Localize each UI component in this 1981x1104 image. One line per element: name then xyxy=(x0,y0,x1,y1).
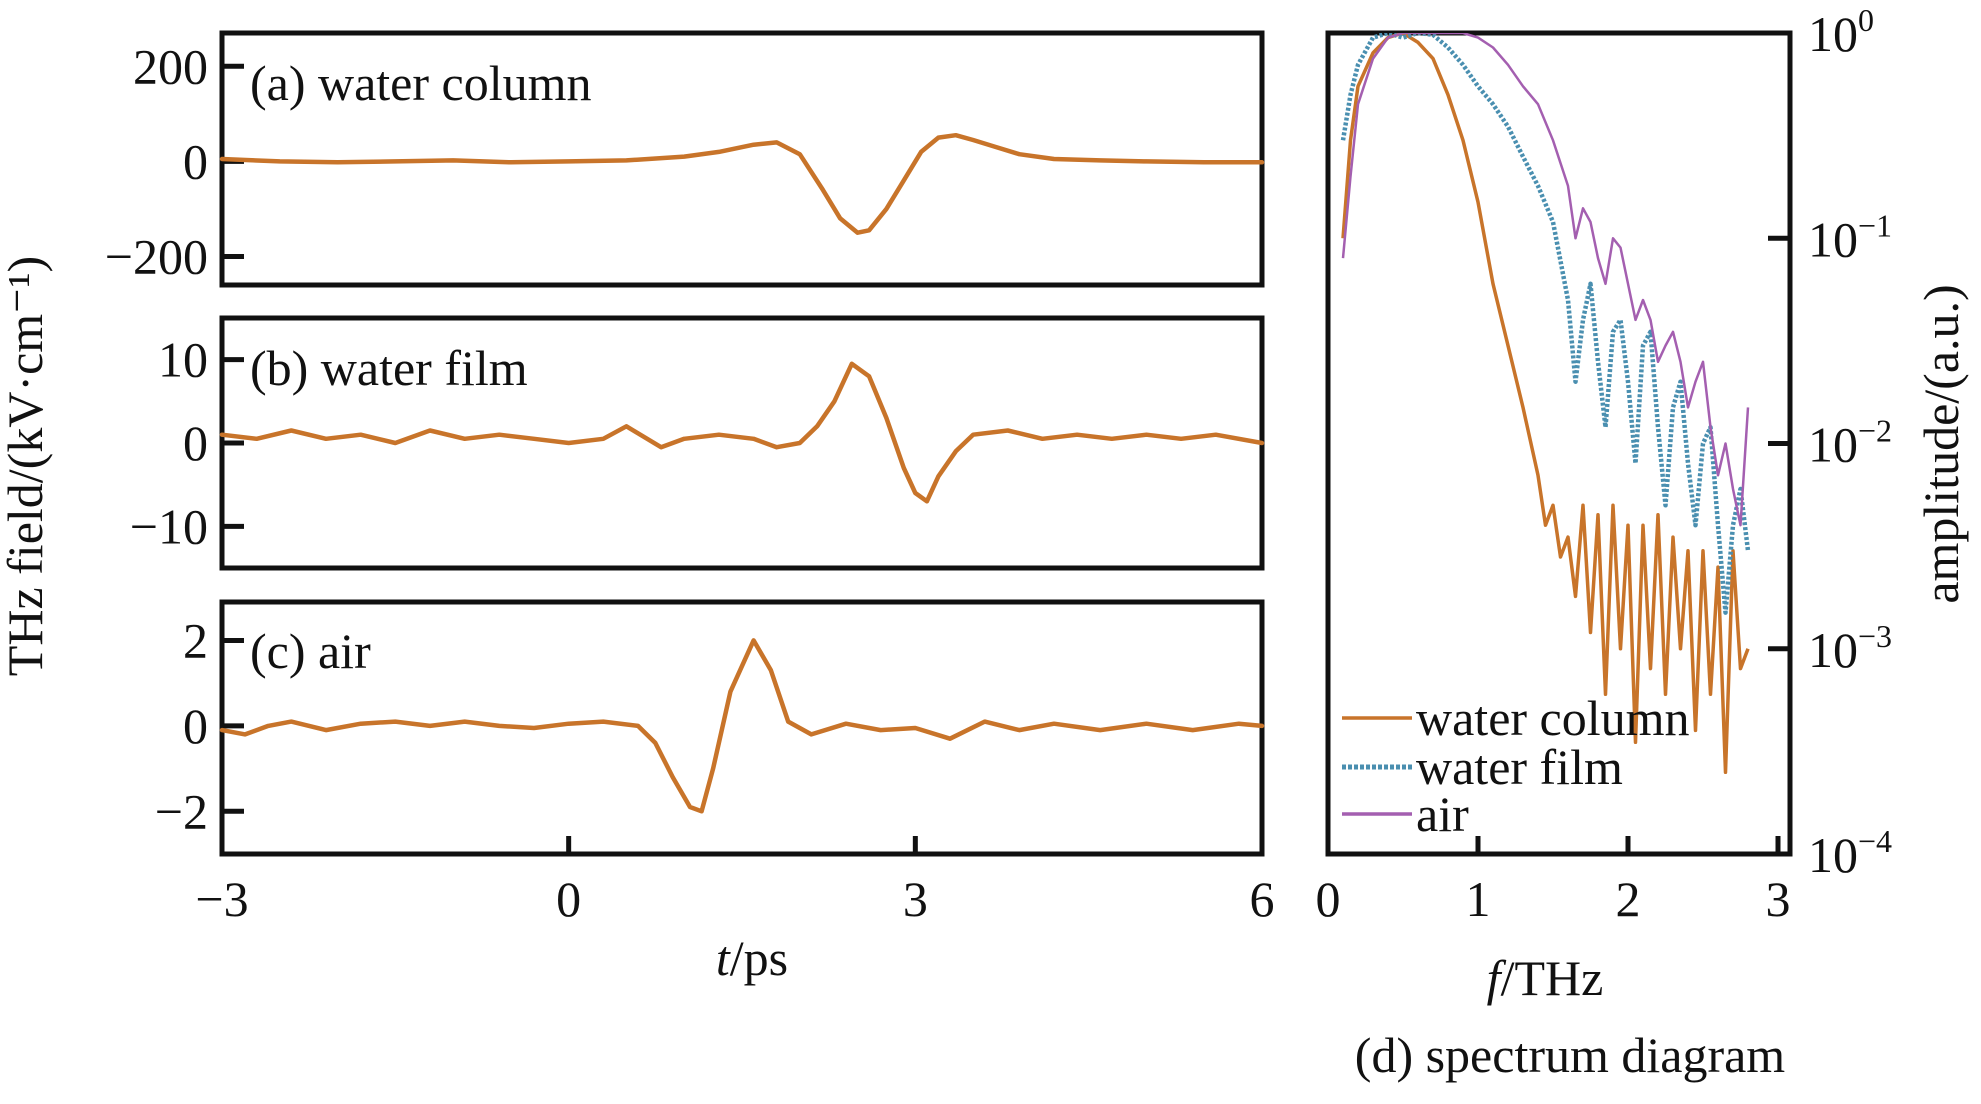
panel-water-column-ytick-label: 0 xyxy=(183,133,208,189)
panel-b-label: (b) water film xyxy=(250,340,528,396)
time-xtick-label: −3 xyxy=(195,871,248,927)
panel-water-film-ytick-label: 10 xyxy=(158,332,208,388)
panel-d-y-axis-title: amplitude/(a.u.) xyxy=(1913,284,1969,603)
time-axis-unit: /ps xyxy=(730,930,788,986)
panel-air-ytick-label: −2 xyxy=(155,783,208,839)
spectrum-series-air xyxy=(1341,33,1750,527)
panel-b-water-film: (b) water film xyxy=(219,315,1265,571)
panel-a-label: (a) water column xyxy=(250,55,592,111)
panel-water-film-ytick-label: −10 xyxy=(130,498,208,554)
spectrum-xtick-label: 3 xyxy=(1766,871,1791,927)
spectrum-ytick-label: 10−1 xyxy=(1808,207,1892,267)
panel-air-ytick-label: 2 xyxy=(183,612,208,668)
legend-label-water-column: water column xyxy=(1416,690,1690,746)
legend-label-air: air xyxy=(1416,786,1469,842)
panel-d-spectrum: amplitude/(a.u.) f/THz (d) spectrum diag… xyxy=(1325,30,1969,1083)
time-xtick-label: 6 xyxy=(1250,871,1275,927)
time-xtick-label: 0 xyxy=(556,871,581,927)
legend-label-water-film: water film xyxy=(1416,739,1623,795)
spectrum-series-group xyxy=(1340,33,1751,775)
spectrum-ytick-label: 10−3 xyxy=(1808,618,1892,678)
spectrum-ytick-label: 10−2 xyxy=(1808,413,1892,473)
panel-a-water-column: (a) water column xyxy=(219,30,1265,288)
spectrum-xtick-label: 1 xyxy=(1466,871,1491,927)
spectrum-series-water-column xyxy=(1341,33,1750,775)
panel-water-film-ytick-label: 0 xyxy=(183,415,208,471)
panel-c-label: (c) air xyxy=(250,623,371,679)
spectrum-xtick-label: 0 xyxy=(1316,871,1341,927)
svg-text:t/ps: t/ps xyxy=(716,930,788,986)
panel-water-column-ytick-label: 200 xyxy=(133,38,208,94)
panel-d-caption: (d) spectrum diagram xyxy=(1355,1027,1786,1083)
panel-water-column-series-line xyxy=(219,132,1265,235)
time-axis-variable: t xyxy=(716,930,731,986)
panel-d-x-axis-title: f/THz xyxy=(1487,950,1604,1006)
time-axis-title: t/ps xyxy=(716,930,788,986)
time-xtick-label: 3 xyxy=(903,871,928,927)
panel-water-film-series-line xyxy=(219,361,1265,504)
panel-air-series-line xyxy=(219,638,1265,814)
panel-d-x-axis-unit: /THz xyxy=(1501,950,1604,1006)
shared-y-axis-title: THz field/(kV·cm⁻¹) xyxy=(0,256,53,676)
spectrum-ytick-label: 10−4 xyxy=(1808,823,1892,883)
spectrum-xtick-label: 2 xyxy=(1616,871,1641,927)
panel-water-column-ytick-label: −200 xyxy=(105,228,208,284)
panel-air-ytick-label: 0 xyxy=(183,698,208,754)
spectrum-ytick-label: 100 xyxy=(1808,2,1874,62)
